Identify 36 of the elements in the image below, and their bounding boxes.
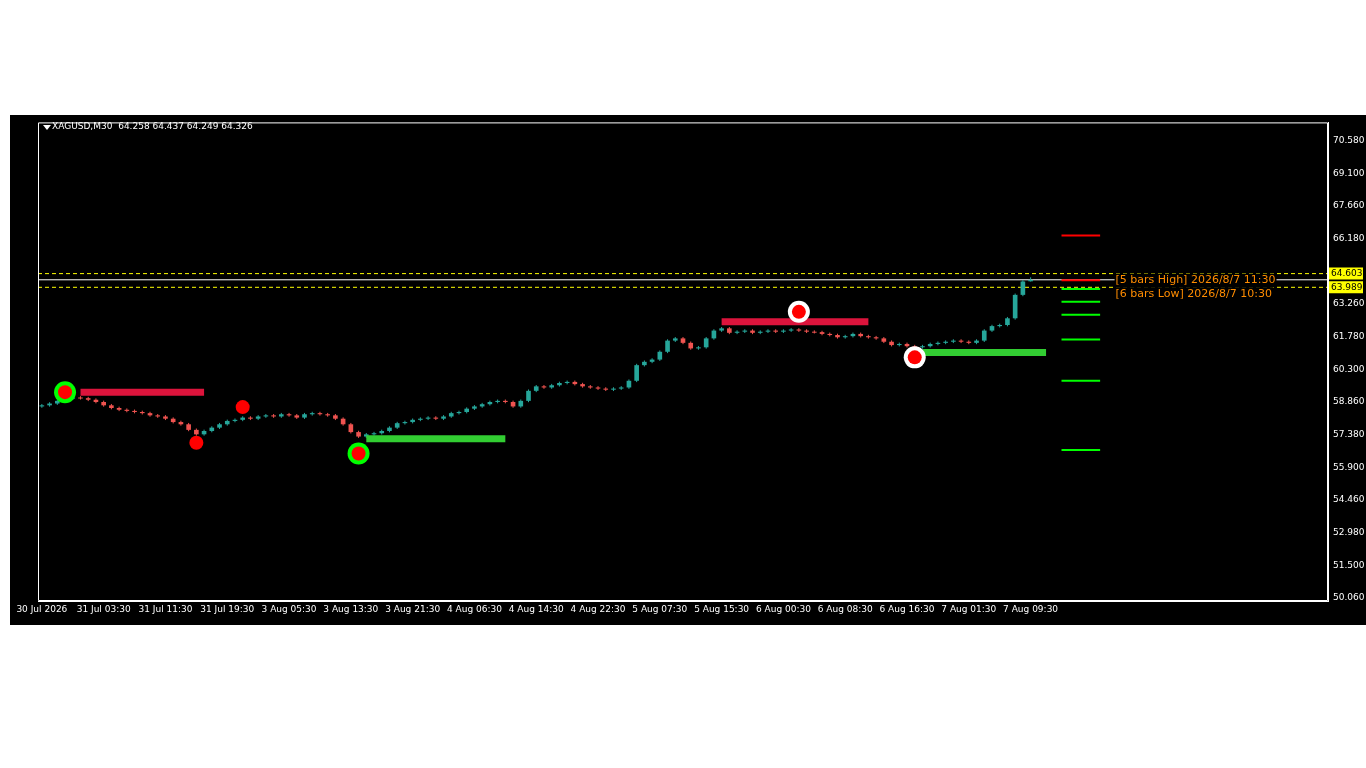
y-tick-label: 58.860 [1333,396,1365,407]
x-tick-label: 31 Jul 03:30 [76,603,131,614]
y-tick-label: 54.460 [1333,494,1365,505]
x-tick-label: 31 Jul 11:30 [138,603,193,614]
x-tick-label: 6 Aug 16:30 [879,603,935,614]
y-tick-label: 55.900 [1333,462,1365,473]
x-tick-label: 3 Aug 05:30 [261,603,317,614]
x-tick-label: 6 Aug 08:30 [817,603,873,614]
y-tick-label: 63.260 [1333,297,1365,308]
x-tick-label: 3 Aug 13:30 [323,603,379,614]
y-tick-label: 66.180 [1333,232,1365,243]
x-tick-label: 4 Aug 14:30 [508,603,564,614]
y-tick-label: 60.300 [1333,363,1365,374]
y-tick-label: 57.380 [1333,429,1365,440]
y-tick-label: 70.580 [1333,134,1365,145]
y-tick-label: 52.980 [1333,527,1365,538]
y-tick-label: 51.500 [1333,560,1365,571]
chart-title: XAGUSD,M30 64.258 64.437 64.249 64.326 [52,121,253,131]
x-tick-label: 5 Aug 15:30 [694,603,750,614]
y-tick-label: 67.660 [1333,199,1365,210]
x-tick-label: 30 Jul 2026 [16,603,68,614]
y-tick-label: 69.100 [1333,167,1365,178]
y-tick-label: 61.780 [1333,330,1365,341]
x-tick-label: 4 Aug 22:30 [570,603,626,614]
x-tick-label: 4 Aug 06:30 [446,603,503,614]
x-tick-label: 3 Aug 21:30 [385,603,441,614]
x-tick-label: 6 Aug 00:30 [755,603,812,614]
x-tick-label: 7 Aug 09:30 [1003,603,1059,614]
x-tick-label: 5 Aug 07:30 [632,603,688,614]
ref-line-label: 63.989 [1331,281,1363,292]
annotation: [6 bars Low] 2026/8/7 10:30 [1115,286,1272,300]
x-tick-label: 7 Aug 01:30 [941,603,997,614]
annotation: [5 bars High] 2026/8/7 11:30 [1115,272,1276,286]
x-tick-label: 31 Jul 19:30 [200,603,255,614]
ref-line-label: 64.603 [1331,267,1363,278]
y-tick-label: 50.060 [1333,592,1365,603]
